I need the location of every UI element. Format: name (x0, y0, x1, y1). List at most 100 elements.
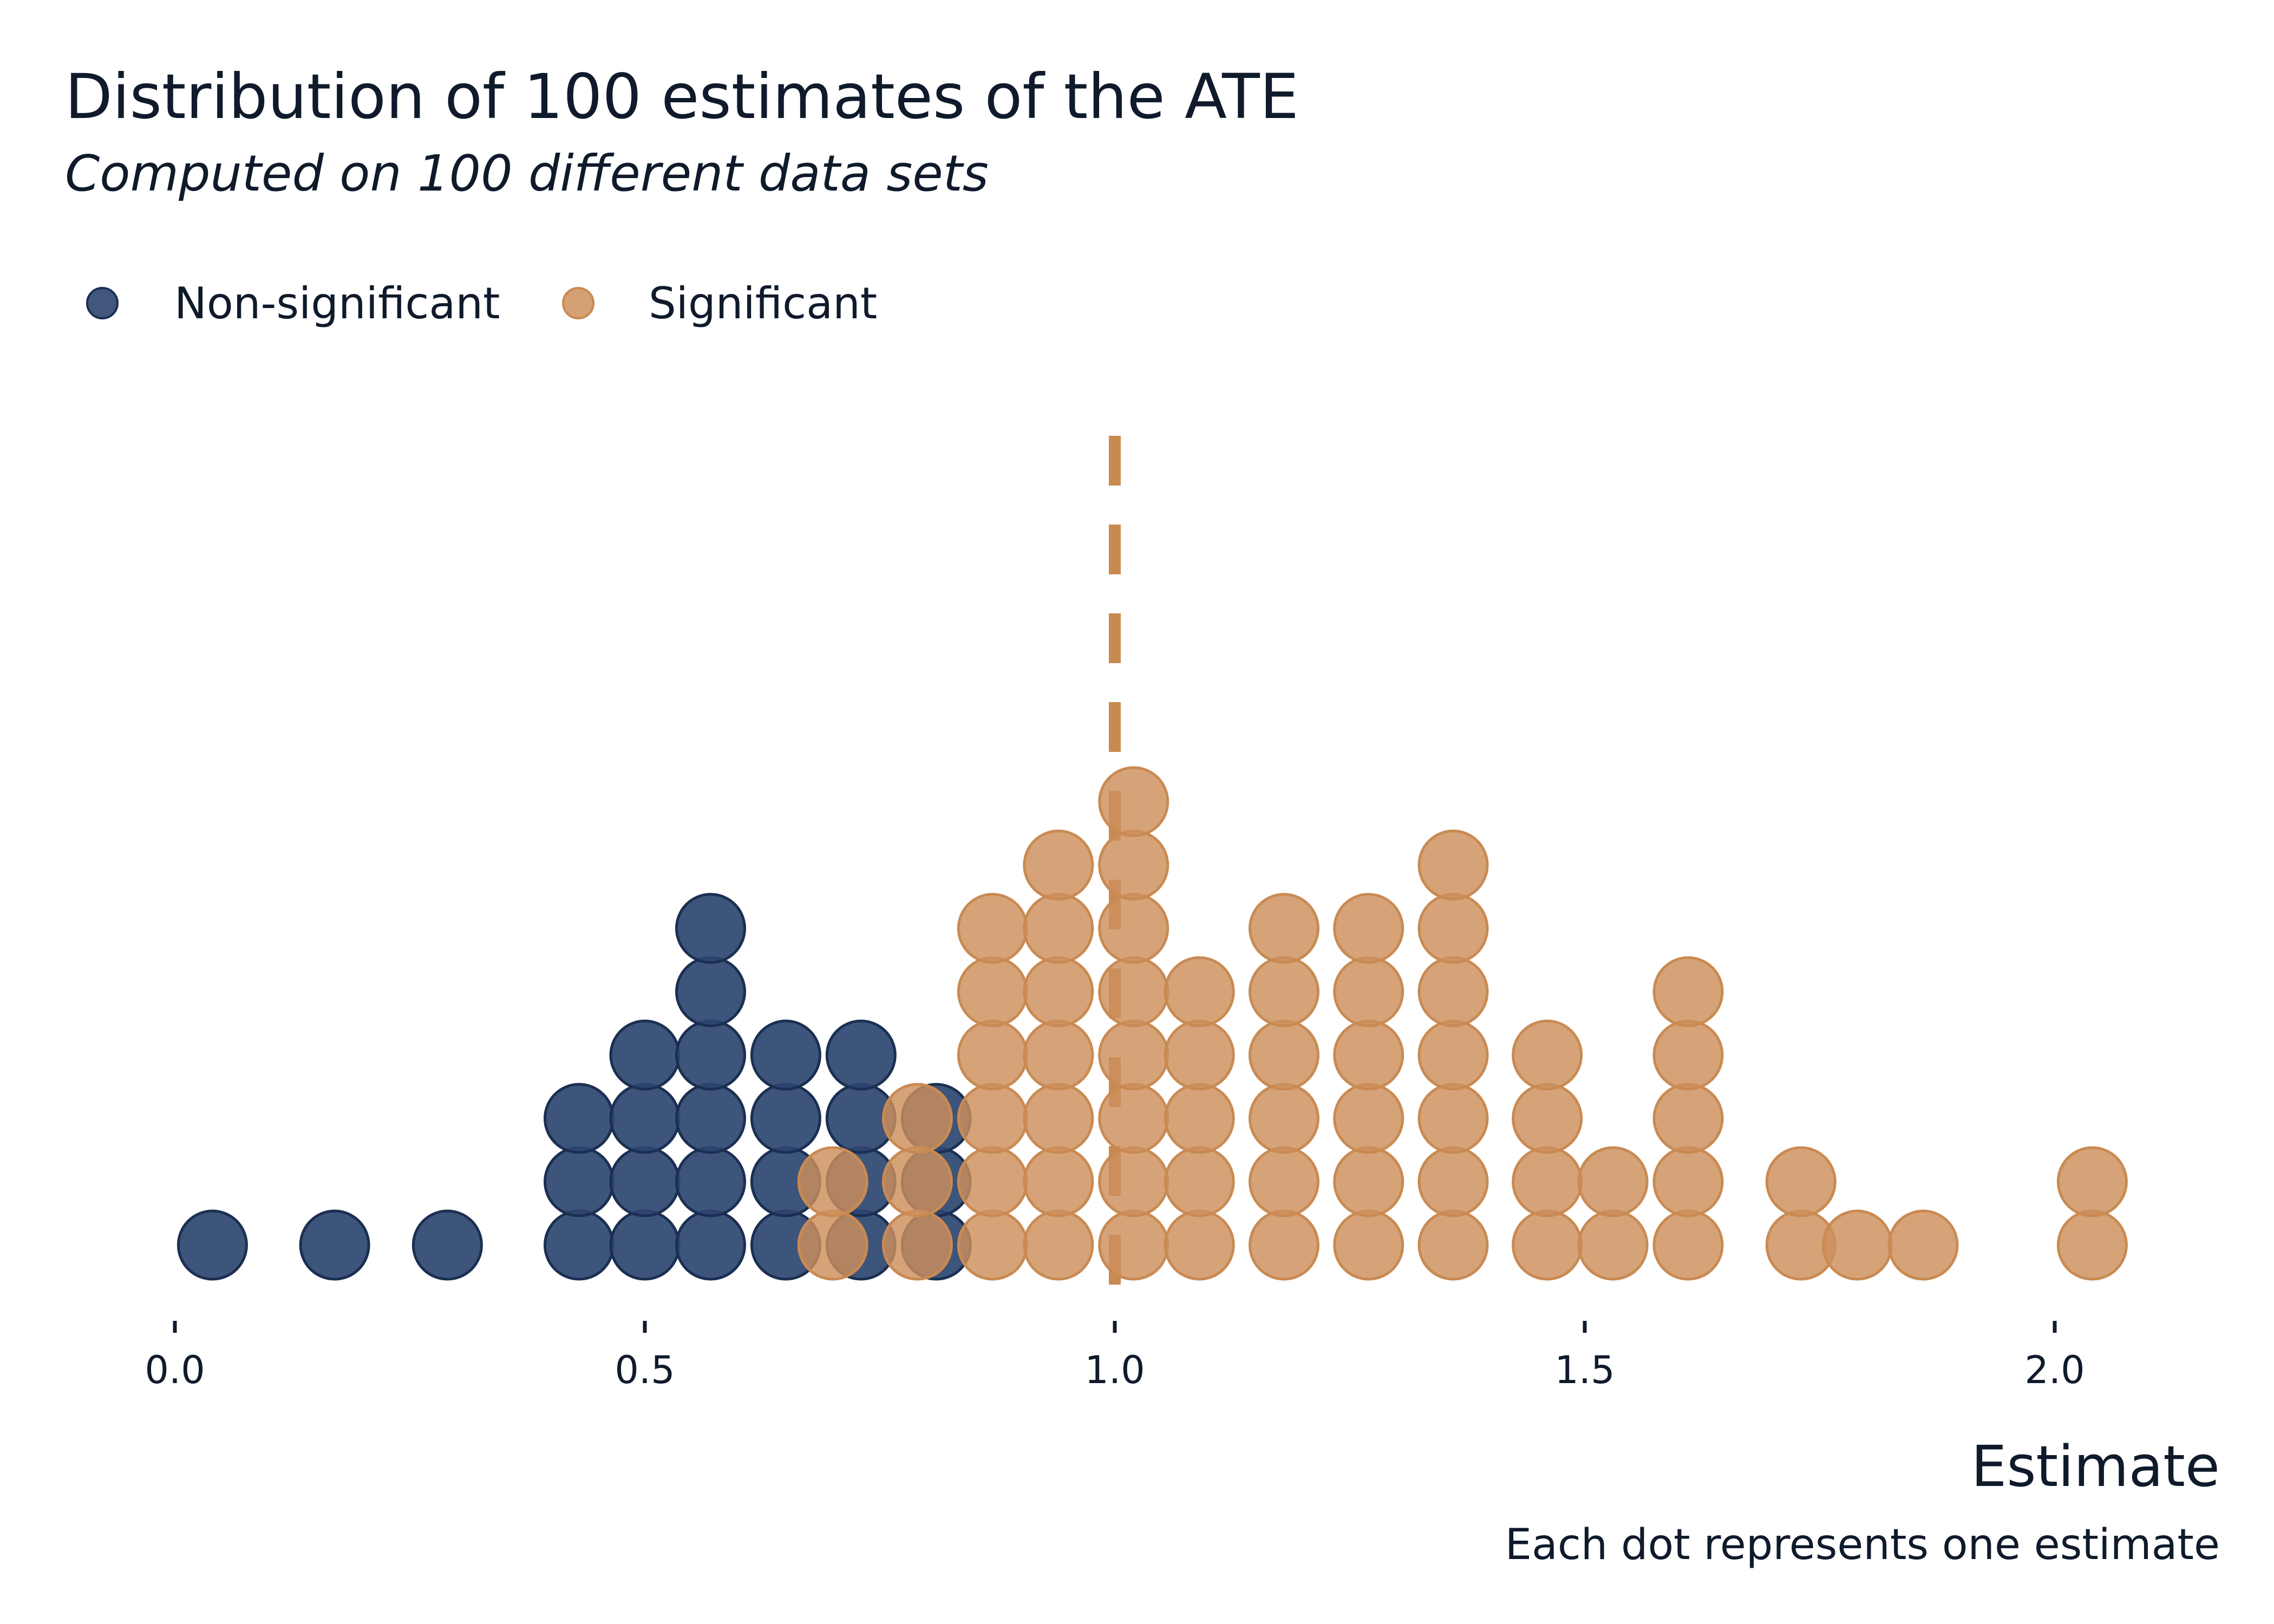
dot-significant (1023, 1209, 1094, 1281)
x-axis: 0.0 0.5 1.0 1.5 2.0 (145, 1321, 2085, 1392)
dot-significant (1417, 1083, 1489, 1154)
dot-significant (797, 1146, 868, 1217)
dot-non-significant (609, 1083, 681, 1154)
dot-significant (957, 956, 1028, 1027)
dot-significant (1417, 1019, 1489, 1091)
dot-significant (1577, 1146, 1649, 1217)
x-tick-label: 1.0 (1084, 1348, 1145, 1392)
dot-non-significant (675, 1146, 746, 1217)
dot-significant (1249, 1019, 1319, 1091)
dot-significant (1098, 1083, 1169, 1154)
dot-significant (957, 1209, 1028, 1281)
dot-non-significant (675, 1019, 746, 1091)
dot-significant (1023, 1083, 1094, 1154)
dot-significant (1417, 1209, 1489, 1281)
dot-non-significant (411, 1209, 483, 1281)
dot-significant (1249, 1209, 1319, 1281)
dot-significant (1098, 1019, 1169, 1091)
dot-significant (797, 1209, 868, 1281)
dot-significant (1417, 829, 1489, 901)
dot-non-significant (675, 1083, 746, 1154)
dot-significant (1652, 1146, 1724, 1217)
dot-significant (957, 1083, 1028, 1154)
chart-header: Distribution of 100 estimates of the ATE… (65, 61, 1299, 202)
dot-significant (1098, 893, 1169, 964)
dot-significant (1023, 829, 1094, 901)
dot-significant (957, 893, 1028, 964)
dot-significant (1164, 1083, 1235, 1154)
chart-title: Distribution of 100 estimates of the ATE (65, 61, 1299, 133)
dot-non-significant (544, 1083, 615, 1154)
dot-non-significant (675, 1209, 746, 1281)
dot-significant (1765, 1146, 1837, 1217)
dot-significant (1098, 766, 1169, 837)
dot-significant (1652, 1019, 1724, 1091)
legend-label-non-significant: Non-significant (174, 278, 500, 329)
dot-significant (2056, 1146, 2128, 1217)
legend-marker-non-significant (86, 287, 119, 319)
dot-significant (1164, 1146, 1235, 1217)
dot-significant (1652, 1209, 1724, 1281)
dot-significant (1512, 1083, 1583, 1154)
chart-subtitle: Computed on 100 different data sets (65, 145, 989, 202)
dot-significant (1023, 893, 1094, 964)
dot-significant (1164, 1209, 1235, 1281)
dot-significant (881, 1146, 953, 1217)
dot-significant (1023, 956, 1094, 1027)
dot-significant (1333, 1083, 1404, 1154)
dot-non-significant (544, 1146, 615, 1217)
dot-significant (1023, 1019, 1094, 1091)
dot-significant (1249, 1083, 1319, 1154)
legend: Non-significant Significant (86, 278, 877, 329)
dot-non-significant (675, 893, 746, 964)
dot-non-significant (609, 1019, 681, 1091)
dot-non-significant (177, 1209, 248, 1281)
dot-significant (1417, 1146, 1489, 1217)
legend-marker-significant (562, 287, 594, 319)
series-non-significant (177, 893, 972, 1281)
dot-significant (1417, 893, 1489, 964)
dot-significant (957, 1019, 1028, 1091)
dot-significant (1249, 1146, 1319, 1217)
dot-significant (1417, 956, 1489, 1027)
dot-significant (1164, 956, 1235, 1027)
dot-significant (1652, 956, 1724, 1027)
dot-non-significant (750, 1083, 821, 1154)
dot-significant (1333, 1146, 1404, 1217)
dot-non-significant (750, 1019, 821, 1091)
dot-significant (1333, 1209, 1404, 1281)
dot-significant (881, 1209, 953, 1281)
dot-significant (1164, 1019, 1235, 1091)
x-tick-label: 1.5 (1554, 1348, 1615, 1392)
dot-significant (957, 1146, 1028, 1217)
dot-significant (1023, 1146, 1094, 1217)
dot-non-significant (675, 956, 746, 1027)
x-tick-label: 0.5 (615, 1348, 675, 1392)
dot-significant (1512, 1209, 1583, 1281)
dot-significant (1333, 893, 1404, 964)
dot-significant (1652, 1083, 1724, 1154)
dot-non-significant (825, 1019, 897, 1091)
dot-significant (1577, 1209, 1649, 1281)
x-tick-label: 2.0 (2024, 1348, 2084, 1392)
dot-significant (1098, 1209, 1169, 1281)
dot-non-significant (609, 1209, 681, 1281)
dots-layer (177, 766, 2128, 1281)
dot-significant (1333, 956, 1404, 1027)
dot-significant (1887, 1209, 1959, 1281)
legend-label-significant: Significant (649, 278, 877, 329)
dot-significant (1249, 893, 1319, 964)
dot-non-significant (299, 1209, 370, 1281)
dot-significant (1098, 829, 1169, 901)
dot-significant (1333, 1019, 1404, 1091)
series-significant (797, 766, 2128, 1281)
dot-significant (1512, 1019, 1583, 1091)
dot-significant (1512, 1146, 1583, 1217)
x-tick-label: 0.0 (145, 1348, 205, 1392)
dot-non-significant (609, 1146, 681, 1217)
dot-significant (881, 1083, 953, 1154)
x-axis-label: Estimate (1971, 1433, 2220, 1499)
dot-significant (1821, 1209, 1893, 1281)
dot-non-significant (544, 1209, 615, 1281)
